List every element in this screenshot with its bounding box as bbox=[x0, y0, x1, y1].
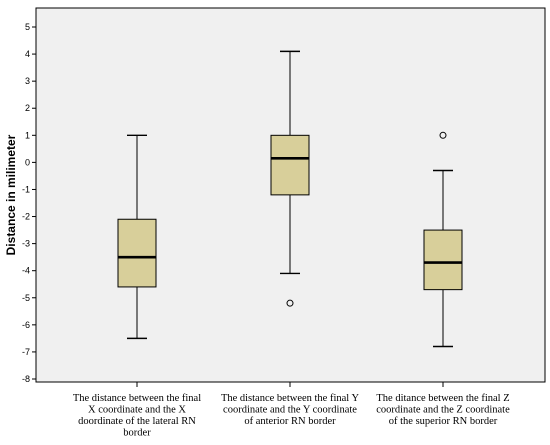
y-tick-label: 4 bbox=[25, 49, 30, 59]
x-axis-category-labels: The distance between the final X coordina… bbox=[73, 382, 510, 439]
y-axis-title: Distance in milimeter bbox=[4, 134, 18, 255]
y-tick-label: -4 bbox=[22, 266, 30, 276]
category-label-line: of anterior RN border bbox=[244, 416, 336, 427]
category-label-line: doordinate of the lateral RN bbox=[78, 416, 196, 427]
y-axis: 5 4 3 2 1 0 -1 -2 -3 -4 -5 -6 -7 -8 bbox=[22, 22, 36, 384]
y-tick-label: 1 bbox=[25, 130, 30, 140]
y-tick-label: -2 bbox=[22, 212, 30, 222]
y-tick-label: 0 bbox=[25, 157, 30, 167]
box-1 bbox=[117, 134, 157, 340]
y-tick-label: 2 bbox=[25, 103, 30, 113]
y-tick-label: 5 bbox=[25, 22, 30, 32]
y-tick-label: -8 bbox=[22, 374, 30, 384]
outlier-point bbox=[286, 299, 294, 307]
box-2 bbox=[270, 50, 310, 307]
category-label-line: coordinate and the Z coordinate bbox=[376, 405, 510, 416]
y-tick-label: -3 bbox=[22, 239, 30, 249]
category-label-line: The distance between the final bbox=[73, 393, 201, 404]
box-3 bbox=[423, 131, 463, 348]
iqr-box bbox=[423, 229, 463, 291]
y-tick-label: -6 bbox=[22, 320, 30, 330]
category-label-1: The distance between the final X coordina… bbox=[73, 393, 201, 439]
category-label-line: X coordinate and the X bbox=[88, 405, 186, 416]
category-label-line: border bbox=[123, 428, 151, 439]
y-tick-label: -1 bbox=[22, 184, 30, 194]
category-label-line: The distance between the final Y bbox=[221, 393, 360, 404]
boxes bbox=[117, 50, 463, 348]
y-tick-label: 3 bbox=[25, 76, 30, 86]
y-tick-label: -7 bbox=[22, 347, 30, 357]
iqr-box bbox=[270, 134, 310, 196]
category-label-line: coordinate and the Y coordinate bbox=[223, 405, 357, 416]
category-label-line: of the superior RN border bbox=[389, 416, 498, 427]
category-label-line: The ditance between the final Z bbox=[376, 393, 509, 404]
outlier-point bbox=[439, 131, 447, 139]
iqr-box bbox=[117, 218, 157, 288]
y-tick-label: -5 bbox=[22, 293, 30, 303]
